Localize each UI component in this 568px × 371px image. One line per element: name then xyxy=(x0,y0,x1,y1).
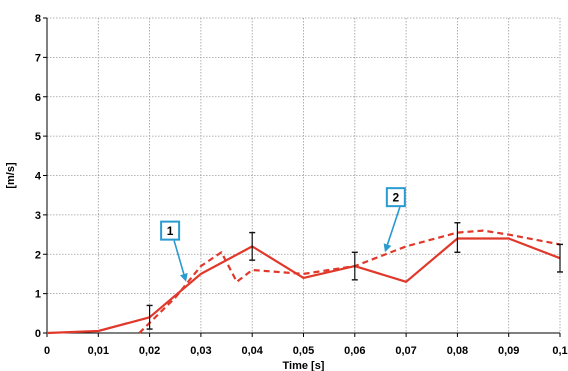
y-tick-label: 6 xyxy=(35,92,41,104)
tick-labels: 0 0,01 0,02 0,03 0,04 0,05 0,06 0,07 0,08 0,09 0,1… xyxy=(35,13,568,357)
y-tick-label: 0 xyxy=(35,328,41,340)
error-bar xyxy=(454,222,461,253)
callout-arrow xyxy=(383,206,401,253)
callout-1: 1 xyxy=(160,220,188,282)
x-tick-label: 0,07 xyxy=(395,345,416,357)
callout-arrow xyxy=(173,240,188,282)
x-tick-label: 0,1 xyxy=(552,345,567,357)
y-tick-label: 4 xyxy=(35,171,42,183)
series-dashed-line xyxy=(138,229,561,334)
x-tick-label: 0 xyxy=(44,345,50,357)
x-tick-label: 0,01 xyxy=(88,345,109,357)
error-bar xyxy=(351,251,358,281)
y-tick-label: 3 xyxy=(35,210,41,222)
error-bars xyxy=(146,222,563,330)
callout-label: 2 xyxy=(392,191,399,205)
callout-box xyxy=(160,220,181,241)
callout-box xyxy=(385,187,406,208)
x-tick-label: 0,06 xyxy=(344,345,365,357)
callout-2: 2 xyxy=(383,187,406,253)
y-tick-label: 7 xyxy=(35,52,41,64)
y-axis-title: [m/s] xyxy=(5,162,17,189)
y-tick-label: 1 xyxy=(35,289,41,301)
x-tick-label: 0,02 xyxy=(139,345,160,357)
error-bar xyxy=(557,243,563,273)
x-tick-label: 0,09 xyxy=(498,345,519,357)
x-tick-label: 0,05 xyxy=(293,345,314,357)
y-tick-label: 8 xyxy=(35,13,41,25)
axes xyxy=(43,17,561,337)
x-tick-label: 0,04 xyxy=(241,345,263,357)
series-solid-line xyxy=(46,237,561,335)
x-tick-label: 0,08 xyxy=(447,345,468,357)
error-bar xyxy=(249,231,256,261)
x-axis-title: Time [s] xyxy=(283,360,325,371)
callout-label: 1 xyxy=(167,224,174,238)
y-tick-label: 2 xyxy=(35,249,41,261)
series-group xyxy=(46,229,561,335)
x-tick-label: 0,03 xyxy=(190,345,211,357)
annotations: 12 xyxy=(160,187,406,282)
grid xyxy=(47,17,561,333)
y-tick-label: 5 xyxy=(35,131,41,143)
error-bar xyxy=(146,304,153,330)
